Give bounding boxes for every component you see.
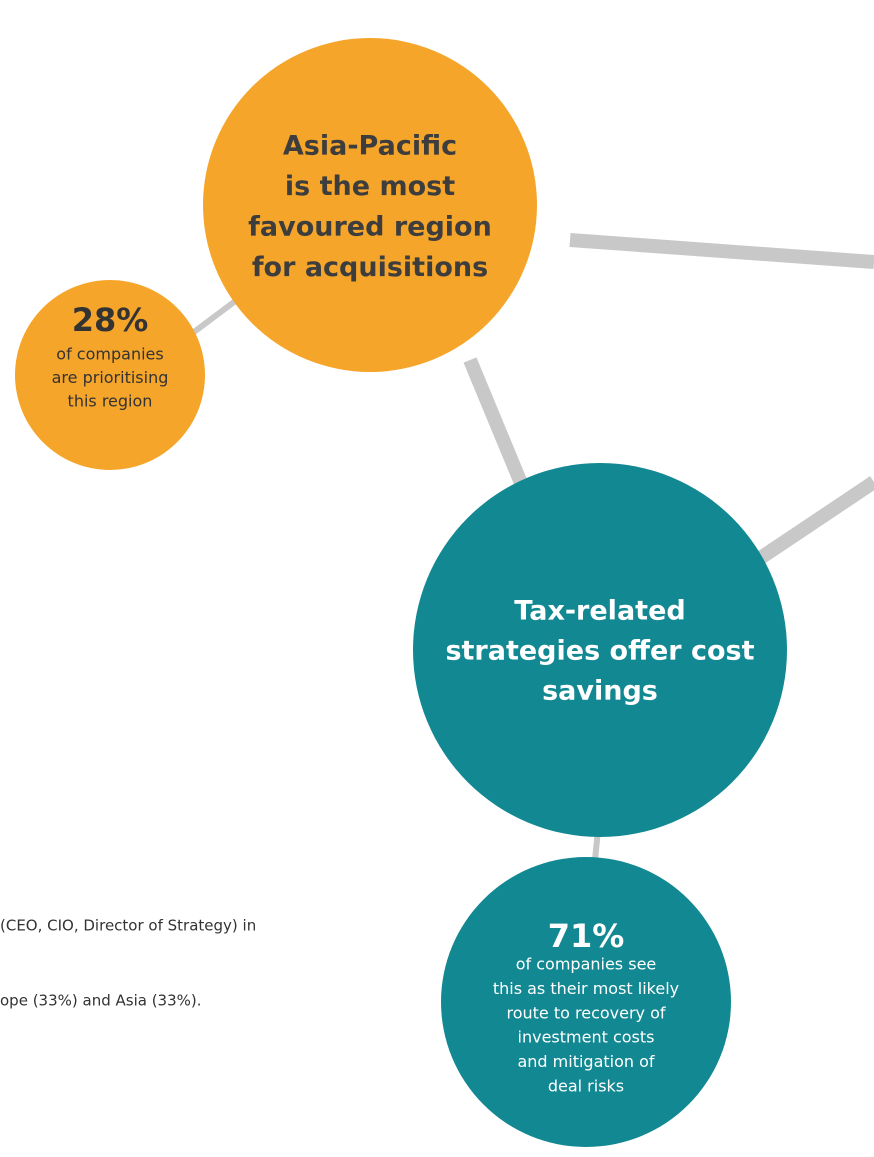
- node-text: are prioritising: [52, 368, 169, 387]
- node-text: Asia-Pacific: [283, 131, 457, 162]
- node-text: this region: [68, 392, 153, 411]
- connector: [569, 233, 874, 269]
- stat-circle: [441, 857, 731, 1147]
- node-text: of companies see: [516, 955, 657, 974]
- footnote: (CEO, CIO, Director of Strategy) in: [0, 917, 256, 935]
- node-text: Tax-related: [514, 596, 685, 627]
- stat: 71%: [548, 917, 625, 955]
- strategy-circle: [413, 463, 787, 837]
- node-text: strategies offer cost: [445, 636, 754, 667]
- region-circle: [203, 38, 537, 372]
- connectors: [188, 233, 874, 871]
- footnote: ope (33%) and Asia (33%).: [0, 992, 202, 1010]
- connector: [746, 476, 874, 571]
- node-text: route to recovery of: [506, 1003, 665, 1022]
- node-text: for acquisitions: [252, 252, 488, 283]
- node-text: favoured region: [248, 212, 492, 243]
- node-text: savings: [542, 676, 658, 707]
- node-text: deal risks: [548, 1077, 624, 1096]
- connector: [463, 357, 535, 503]
- node-text: investment costs: [518, 1028, 655, 1047]
- stat-circle: [15, 280, 205, 470]
- node-text: and mitigation of: [517, 1052, 654, 1071]
- node-text: of companies: [56, 345, 163, 364]
- node-text: this as their most likely: [493, 979, 679, 998]
- node-text: is the most: [285, 171, 455, 202]
- stat: 28%: [72, 301, 149, 339]
